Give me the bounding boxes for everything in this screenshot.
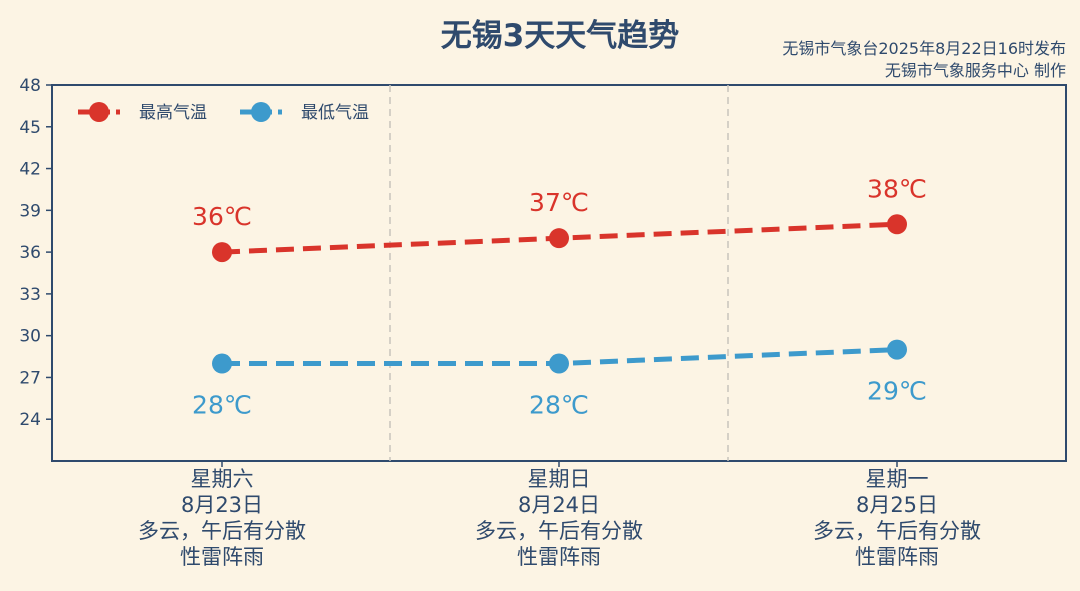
issuer-info: 无锡市气象台2025年8月22日16时发布 无锡市气象服务中心 制作: [782, 38, 1066, 82]
day-label: 星期一 8月25日 多云，午后有分散 性雷阵雨: [767, 466, 1027, 570]
data-label: 28℃: [192, 391, 252, 420]
legend: 最高气温 最低气温: [78, 102, 369, 123]
data-point: [887, 214, 907, 235]
weather-line: 性雷阵雨: [180, 545, 264, 569]
y-axis: 24 27 30 33 36 39 42 45 48: [19, 76, 898, 467]
y-tick-label: 48: [19, 76, 41, 96]
day-label: 星期六 8月23日 多云，午后有分散 性雷阵雨: [92, 466, 352, 570]
legend-label: 最高气温: [139, 103, 207, 123]
weather-line: 性雷阵雨: [517, 545, 601, 569]
weather-line: 多云，午后有分散: [138, 519, 306, 543]
weekday-label: 星期日: [527, 467, 591, 491]
y-tick-label: 24: [19, 410, 41, 430]
data-label: 28℃: [529, 391, 589, 420]
date-label: 8月23日: [180, 493, 264, 517]
y-tick-label: 30: [19, 327, 41, 347]
data-point: [549, 353, 569, 374]
weather-line: 性雷阵雨: [855, 545, 939, 569]
y-tick-label: 42: [19, 160, 41, 180]
y-tick-label: 33: [19, 285, 41, 305]
weather-line: 多云，午后有分散: [475, 519, 643, 543]
weekday-label: 星期一: [865, 467, 929, 491]
day-label: 星期日 8月24日 多云，午后有分散 性雷阵雨: [429, 466, 689, 570]
date-label: 8月25日: [855, 493, 939, 517]
data-point: [212, 353, 232, 374]
y-tick-label: 27: [19, 368, 41, 388]
weather-line: 多云，午后有分散: [813, 519, 981, 543]
y-tick-label: 36: [19, 243, 41, 263]
producer-line: 无锡市气象服务中心 制作: [884, 61, 1066, 80]
legend-marker: [251, 102, 271, 122]
data-point: [549, 228, 569, 249]
data-label: 29℃: [867, 377, 927, 406]
y-tick-label: 39: [19, 201, 41, 221]
issuer-line: 无锡市气象台2025年8月22日16时发布: [782, 39, 1066, 58]
data-point: [887, 339, 907, 360]
data-label: 38℃: [867, 174, 927, 203]
legend-label: 最低气温: [301, 103, 369, 123]
day-dividers: [389, 85, 729, 461]
weekday-label: 星期六: [190, 467, 254, 491]
y-tick-label: 45: [19, 118, 41, 138]
date-label: 8月24日: [517, 493, 601, 517]
data-point: [212, 242, 232, 263]
series-layer: 36℃ 37℃ 38℃ 28℃ 28℃ 29℃: [192, 174, 927, 419]
data-label: 36℃: [192, 202, 252, 231]
chart-title: 无锡3天天气趋势: [440, 18, 680, 54]
data-label: 37℃: [529, 188, 589, 217]
legend-marker: [89, 102, 109, 122]
